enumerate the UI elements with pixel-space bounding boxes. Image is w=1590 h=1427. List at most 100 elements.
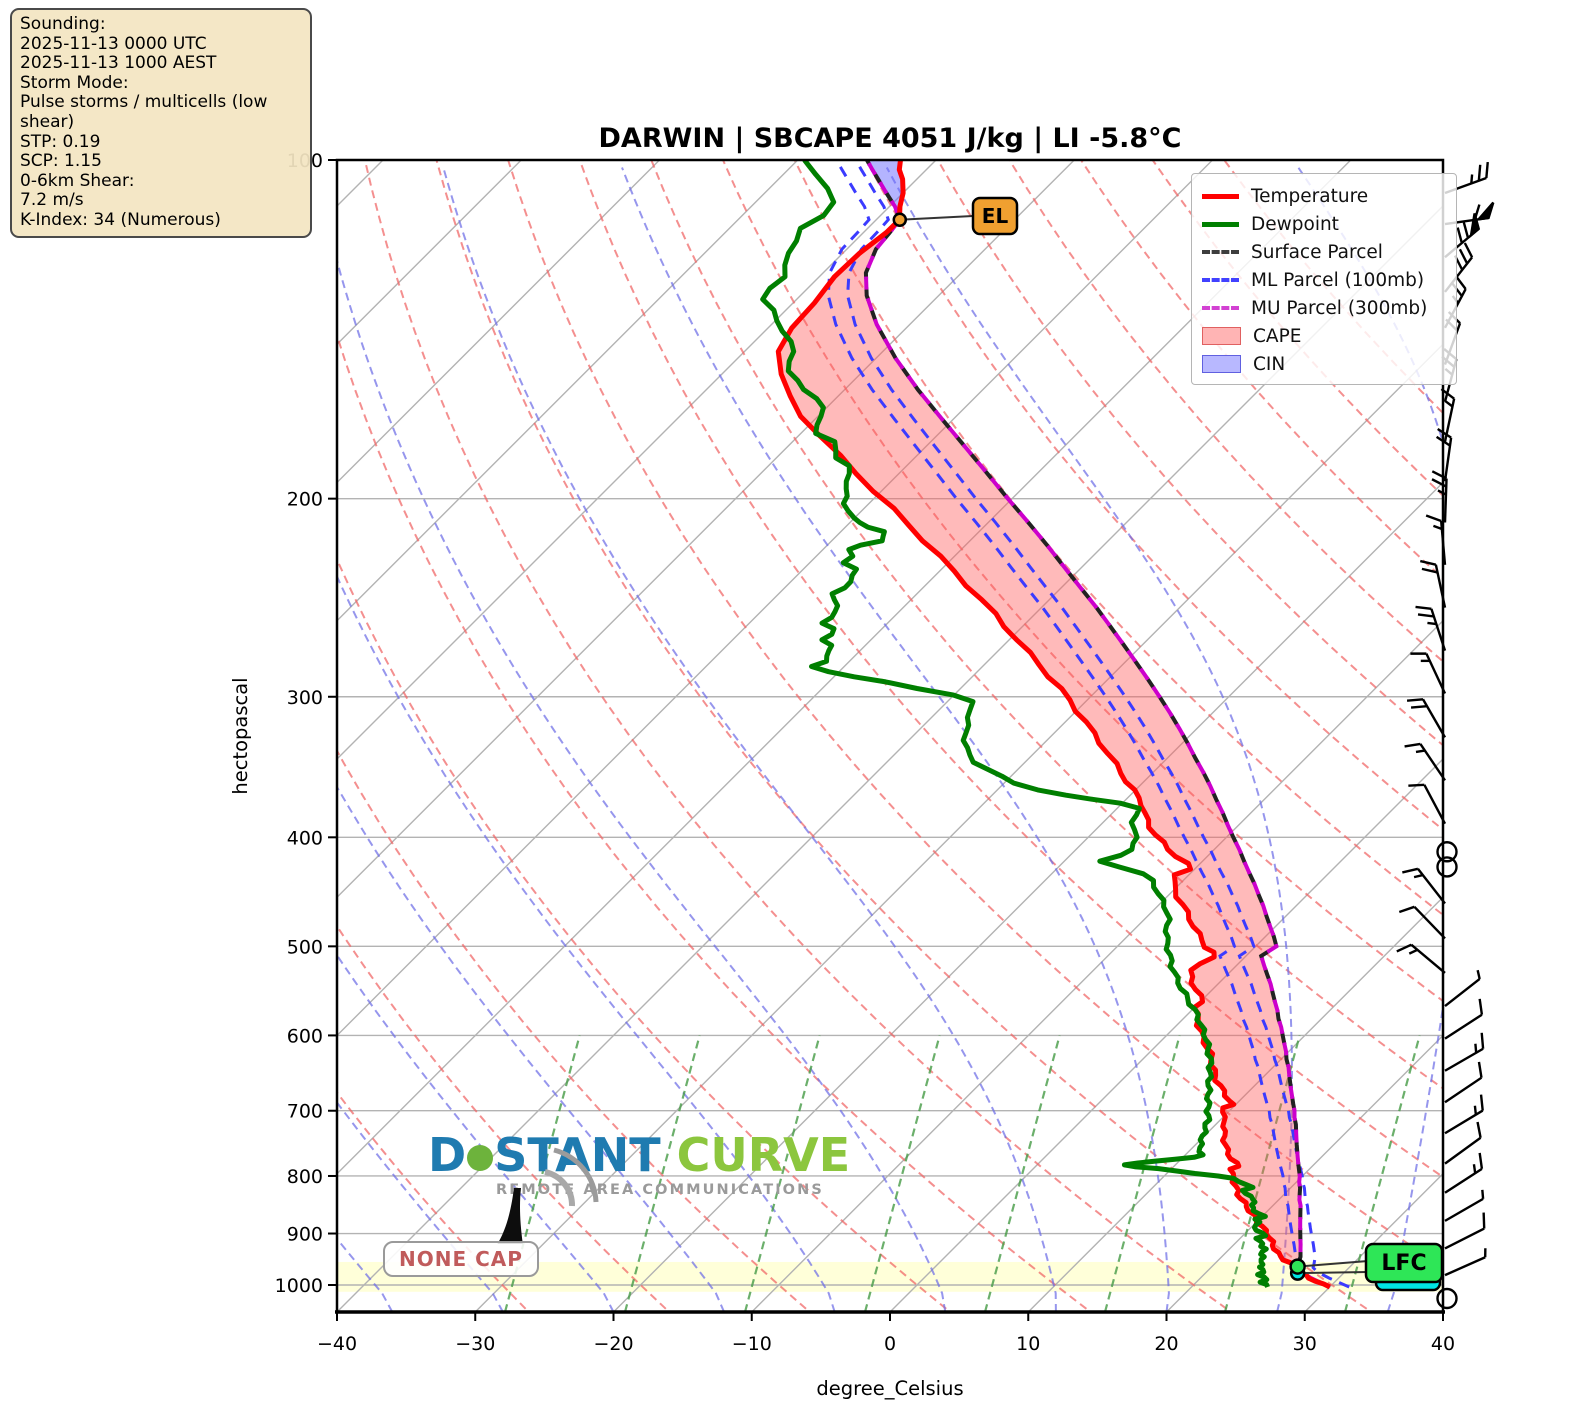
isotherm-line <box>1027 896 1443 1312</box>
cape-patch-swatch <box>1202 327 1241 345</box>
cape-area <box>779 219 1301 1267</box>
el-point <box>892 212 908 227</box>
mixing-ratio-line <box>623 1035 701 1312</box>
y-tick-label: 900 <box>287 1224 323 1246</box>
legend: Temperature Dewpoint Surface Parcel ML P… <box>1191 173 1457 385</box>
lfc-point <box>1289 1258 1306 1275</box>
wind-barb-icon <box>1398 905 1446 940</box>
mixing-ratio-line <box>863 1035 941 1312</box>
y-tick-label: 300 <box>287 687 323 709</box>
dry-adiabat-line <box>363 160 1228 1310</box>
sounding-info-box: Sounding: 2025-11-13 0000 UTC 2025-11-13… <box>10 8 312 238</box>
signal-arc-icon <box>553 1147 599 1203</box>
legend-item-surface-parcel: Surface Parcel <box>1202 238 1446 266</box>
dry-adiabat-line <box>1008 160 1443 663</box>
legend-item-dewpoint: Dewpoint <box>1202 210 1446 238</box>
isotherm-line <box>613 481 1443 1312</box>
info-line: Pulse storms / multicells (low shear) <box>20 92 268 132</box>
ml-parcel-line <box>826 160 1331 1289</box>
moist-adiabat-line <box>337 257 947 1312</box>
mu-parcel-line-swatch <box>1202 306 1239 310</box>
isotherm-line <box>337 160 660 484</box>
moist-adiabat-line <box>0 168 61 1313</box>
legend-item-cape: CAPE <box>1202 322 1446 350</box>
temperature-line <box>775 160 1331 1290</box>
dry-adiabat-line <box>337 748 807 1310</box>
isotherm-line <box>337 160 1213 1037</box>
page-title: DARWIN | SBCAPE 4051 J/kg | LI -5.8°C <box>598 123 1182 154</box>
wind-barb-icon <box>1408 783 1447 825</box>
moist-adiabat-line <box>885 167 1294 1312</box>
isotherm-line <box>1166 1034 1443 1312</box>
dewpoint-line-swatch <box>1202 221 1239 227</box>
el-label: EL <box>982 204 1009 228</box>
legend-item-temperature: Temperature <box>1202 182 1446 210</box>
moist-adiabat-line <box>337 1100 504 1312</box>
watermark-wordmark: D STANT CURVE <box>428 1128 851 1182</box>
info-line: 2025-11-13 1000 AEST <box>20 53 217 74</box>
x-axis-title: degree_Celsius <box>816 1377 963 1400</box>
wind-barb-icon <box>1444 1121 1482 1165</box>
wind-barb-icon <box>1444 213 1481 259</box>
distant-curve-watermark: D STANT CURVE REMOTE AREA COMMUNICATIONS <box>428 1128 851 1244</box>
wind-barb-icon <box>1431 470 1448 523</box>
lfc-connector <box>1297 1260 1369 1268</box>
temperature-line-swatch <box>1202 193 1239 199</box>
moist-adiabat-line <box>1498 168 1590 1313</box>
x-tick-label: 40 <box>1431 1333 1455 1355</box>
dewpoint-line <box>760 160 1270 1288</box>
ml-parcel-line-2 <box>846 160 1350 1289</box>
cap-status-badge: NONE CAP <box>383 1241 539 1277</box>
lcl-connector <box>1297 1271 1369 1275</box>
bird-body-icon <box>497 1188 523 1244</box>
moist-adiabat-line <box>337 953 615 1312</box>
lfc-label: LFC <box>1381 1251 1426 1276</box>
calm-wind-icon <box>1436 856 1458 878</box>
surface-parcel-line-swatch <box>1202 250 1239 254</box>
moist-adiabat-line <box>337 1237 394 1312</box>
x-tick-label: 20 <box>1154 1333 1178 1355</box>
wind-barb-icon <box>1402 867 1446 905</box>
moist-adiabat-line <box>0 168 171 1313</box>
dry-adiabat-line <box>936 160 1443 747</box>
moist-adiabat-line <box>442 167 1057 1312</box>
isotherm-line <box>751 619 1443 1312</box>
calm-wind-icon <box>1436 841 1458 863</box>
isotherm-line <box>337 160 799 622</box>
mu-parcel-line <box>863 160 1331 1289</box>
mixing-ratio-line <box>1343 1035 1421 1312</box>
x-tick-label: 0 <box>884 1333 896 1355</box>
isotherm-line <box>1442 1311 1443 1312</box>
moist-adiabat-line <box>1297 166 1443 1312</box>
wind-barb-icon <box>1444 1094 1484 1135</box>
el-connector <box>899 215 974 221</box>
info-line: Sounding: <box>20 14 106 34</box>
x-tick-label: −40 <box>317 1333 357 1355</box>
plot-area <box>0 160 1590 1313</box>
y-tick-label: 700 <box>287 1101 323 1123</box>
cin-patch-swatch <box>1202 355 1241 373</box>
mixing-ratio-line <box>743 1035 821 1312</box>
mixing-ratio-line <box>503 1035 581 1312</box>
wind-barb-icon <box>1444 1189 1485 1222</box>
info-line: STP: 0.19 <box>20 131 101 152</box>
info-line: K-Index: 34 (Numerous) <box>20 209 221 230</box>
wind-barb-icon <box>1444 1032 1485 1072</box>
y-tick-label: 1000 <box>275 1275 323 1297</box>
y-tick-label: 500 <box>287 936 323 958</box>
moist-adiabat-line <box>337 574 836 1312</box>
wind-barb-icon <box>1406 698 1447 738</box>
x-tick-label: 30 <box>1293 1333 1317 1355</box>
dry-adiabat-line <box>337 557 947 1310</box>
info-line: 0-6km Shear: <box>20 170 135 191</box>
y-tick-label: 800 <box>287 1166 323 1188</box>
x-tick-label: −30 <box>455 1333 495 1355</box>
info-line: 2025-11-13 0000 UTC <box>20 33 207 54</box>
isotherm-line <box>337 160 1352 1175</box>
legend-item-mu-parcel: MU Parcel (300mb) <box>1202 294 1446 322</box>
mixing-ratio-line <box>983 1035 1061 1312</box>
wind-barb-icon <box>1404 742 1446 782</box>
signal-arc-icon <box>544 1169 576 1207</box>
wind-barb-icon <box>1415 605 1447 652</box>
